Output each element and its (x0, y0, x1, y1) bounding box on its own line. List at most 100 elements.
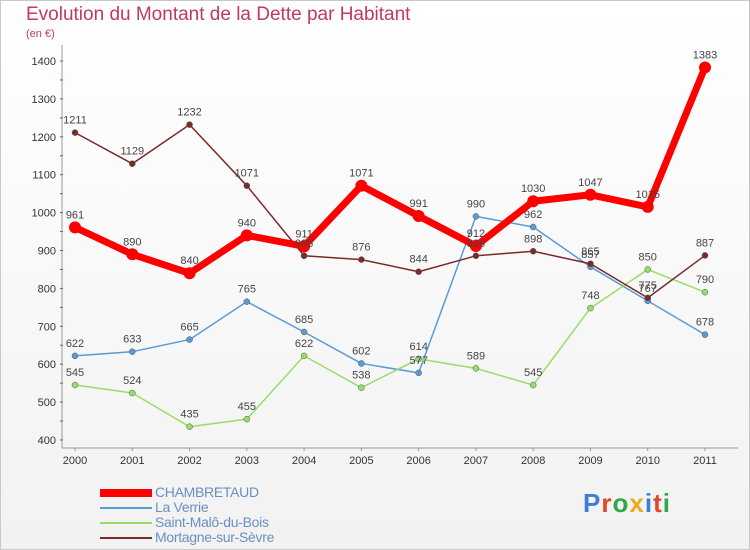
data-label: 1071 (349, 168, 373, 180)
data-label: 748 (581, 290, 599, 302)
x-tick-label: 2000 (63, 455, 87, 467)
logo-letter: r (601, 488, 613, 518)
logo-letter: i (662, 488, 671, 518)
y-tick-label: 1300 (32, 94, 56, 106)
data-point (243, 415, 251, 423)
legend-swatch-saint-malo (100, 522, 152, 524)
data-label: 865 (581, 246, 599, 258)
logo-letter: t (653, 488, 663, 518)
data-label: 1129 (120, 146, 144, 158)
data-label: 545 (66, 367, 84, 379)
data-point (584, 188, 597, 201)
legend-swatch-chambretaud (100, 489, 152, 497)
logo-letter: P (583, 488, 602, 518)
chart-subtitle: (en €) (26, 28, 55, 40)
data-point (298, 240, 311, 253)
data-label: 1047 (578, 177, 602, 189)
data-label: 1232 (177, 107, 201, 119)
x-tick-label: 2003 (235, 455, 259, 467)
series-line (74, 123, 706, 299)
y-tick-label: 700 (38, 321, 56, 333)
data-label: 622 (66, 338, 84, 350)
data-point (71, 352, 79, 360)
data-point (355, 179, 368, 192)
data-label: 455 (238, 401, 256, 413)
data-label: 886 (467, 238, 485, 250)
y-tick-label: 1400 (32, 56, 56, 68)
data-point (415, 268, 422, 275)
logo-letter: x (629, 488, 645, 518)
y-tick-label: 500 (38, 397, 56, 409)
data-point (129, 160, 136, 167)
data-point (644, 266, 651, 273)
legend-label-mortagne: Mortagne-sur-Sèvre (155, 529, 275, 545)
data-label: 765 (238, 284, 256, 296)
y-tick-label: 400 (38, 435, 56, 447)
data-label: 990 (467, 198, 485, 210)
x-tick-label: 2008 (521, 455, 545, 467)
data-point (300, 252, 308, 260)
data-point (644, 294, 651, 302)
x-tick-label: 2002 (177, 455, 201, 467)
series-line (73, 66, 709, 277)
data-label: 844 (409, 254, 427, 266)
logo-letter: i (644, 488, 654, 518)
data-point (186, 423, 193, 430)
x-tick-label: 2001 (120, 455, 144, 467)
data-point (469, 239, 482, 252)
x-tick-label: 2005 (349, 455, 373, 467)
data-point (186, 121, 193, 128)
data-label: 678 (696, 317, 714, 329)
data-point (71, 381, 79, 389)
x-tick-label: 2006 (406, 455, 430, 467)
x-tick-label: 2011 (693, 455, 717, 467)
data-label: 886 (295, 238, 313, 250)
data-point (587, 304, 594, 312)
data-label: 1030 (521, 183, 545, 195)
data-point (126, 248, 139, 261)
data-point (69, 221, 81, 234)
series-line (74, 215, 706, 374)
data-label: 898 (524, 233, 542, 245)
chart-title: Evolution du Montant de la Dette par Hab… (26, 4, 411, 25)
data-label: 850 (639, 251, 657, 263)
data-point (186, 336, 193, 343)
data-label: 790 (696, 274, 714, 286)
data-label: 940 (238, 217, 256, 229)
legend-label-chambretaud: CHAMBRETAUD (155, 484, 259, 500)
y-tick-label: 1000 (32, 208, 56, 220)
proxiti-logo: Proxiti (583, 488, 671, 519)
data-point (415, 355, 422, 363)
data-label: 589 (467, 350, 485, 362)
logo-letter: o (612, 488, 630, 518)
data-label: 665 (180, 322, 198, 334)
data-label: 775 (639, 280, 657, 292)
data-label: 991 (409, 198, 427, 210)
data-point (415, 369, 422, 377)
data-point (358, 384, 365, 391)
series-line (74, 268, 706, 428)
data-point (587, 260, 594, 268)
data-point (129, 348, 136, 355)
data-point (472, 365, 480, 372)
data-point (243, 182, 251, 189)
data-point (412, 210, 425, 223)
data-label: 912 (467, 228, 485, 240)
x-tick-label: 2007 (464, 455, 488, 467)
y-tick-label: 800 (38, 283, 56, 295)
y-tick-label: 900 (38, 246, 56, 258)
y-tick-label: 1100 (32, 170, 56, 182)
data-point (240, 229, 253, 242)
data-label: 622 (295, 338, 313, 350)
data-label: 840 (180, 255, 198, 267)
x-tick-label: 2010 (635, 455, 659, 467)
data-point (701, 331, 709, 338)
data-point (529, 381, 537, 389)
data-point (472, 213, 480, 220)
data-label: 602 (352, 345, 370, 357)
data-label: 614 (409, 341, 427, 353)
data-label: 767 (639, 283, 657, 295)
data-label: 887 (696, 237, 714, 249)
x-tick-label: 2009 (578, 455, 602, 467)
